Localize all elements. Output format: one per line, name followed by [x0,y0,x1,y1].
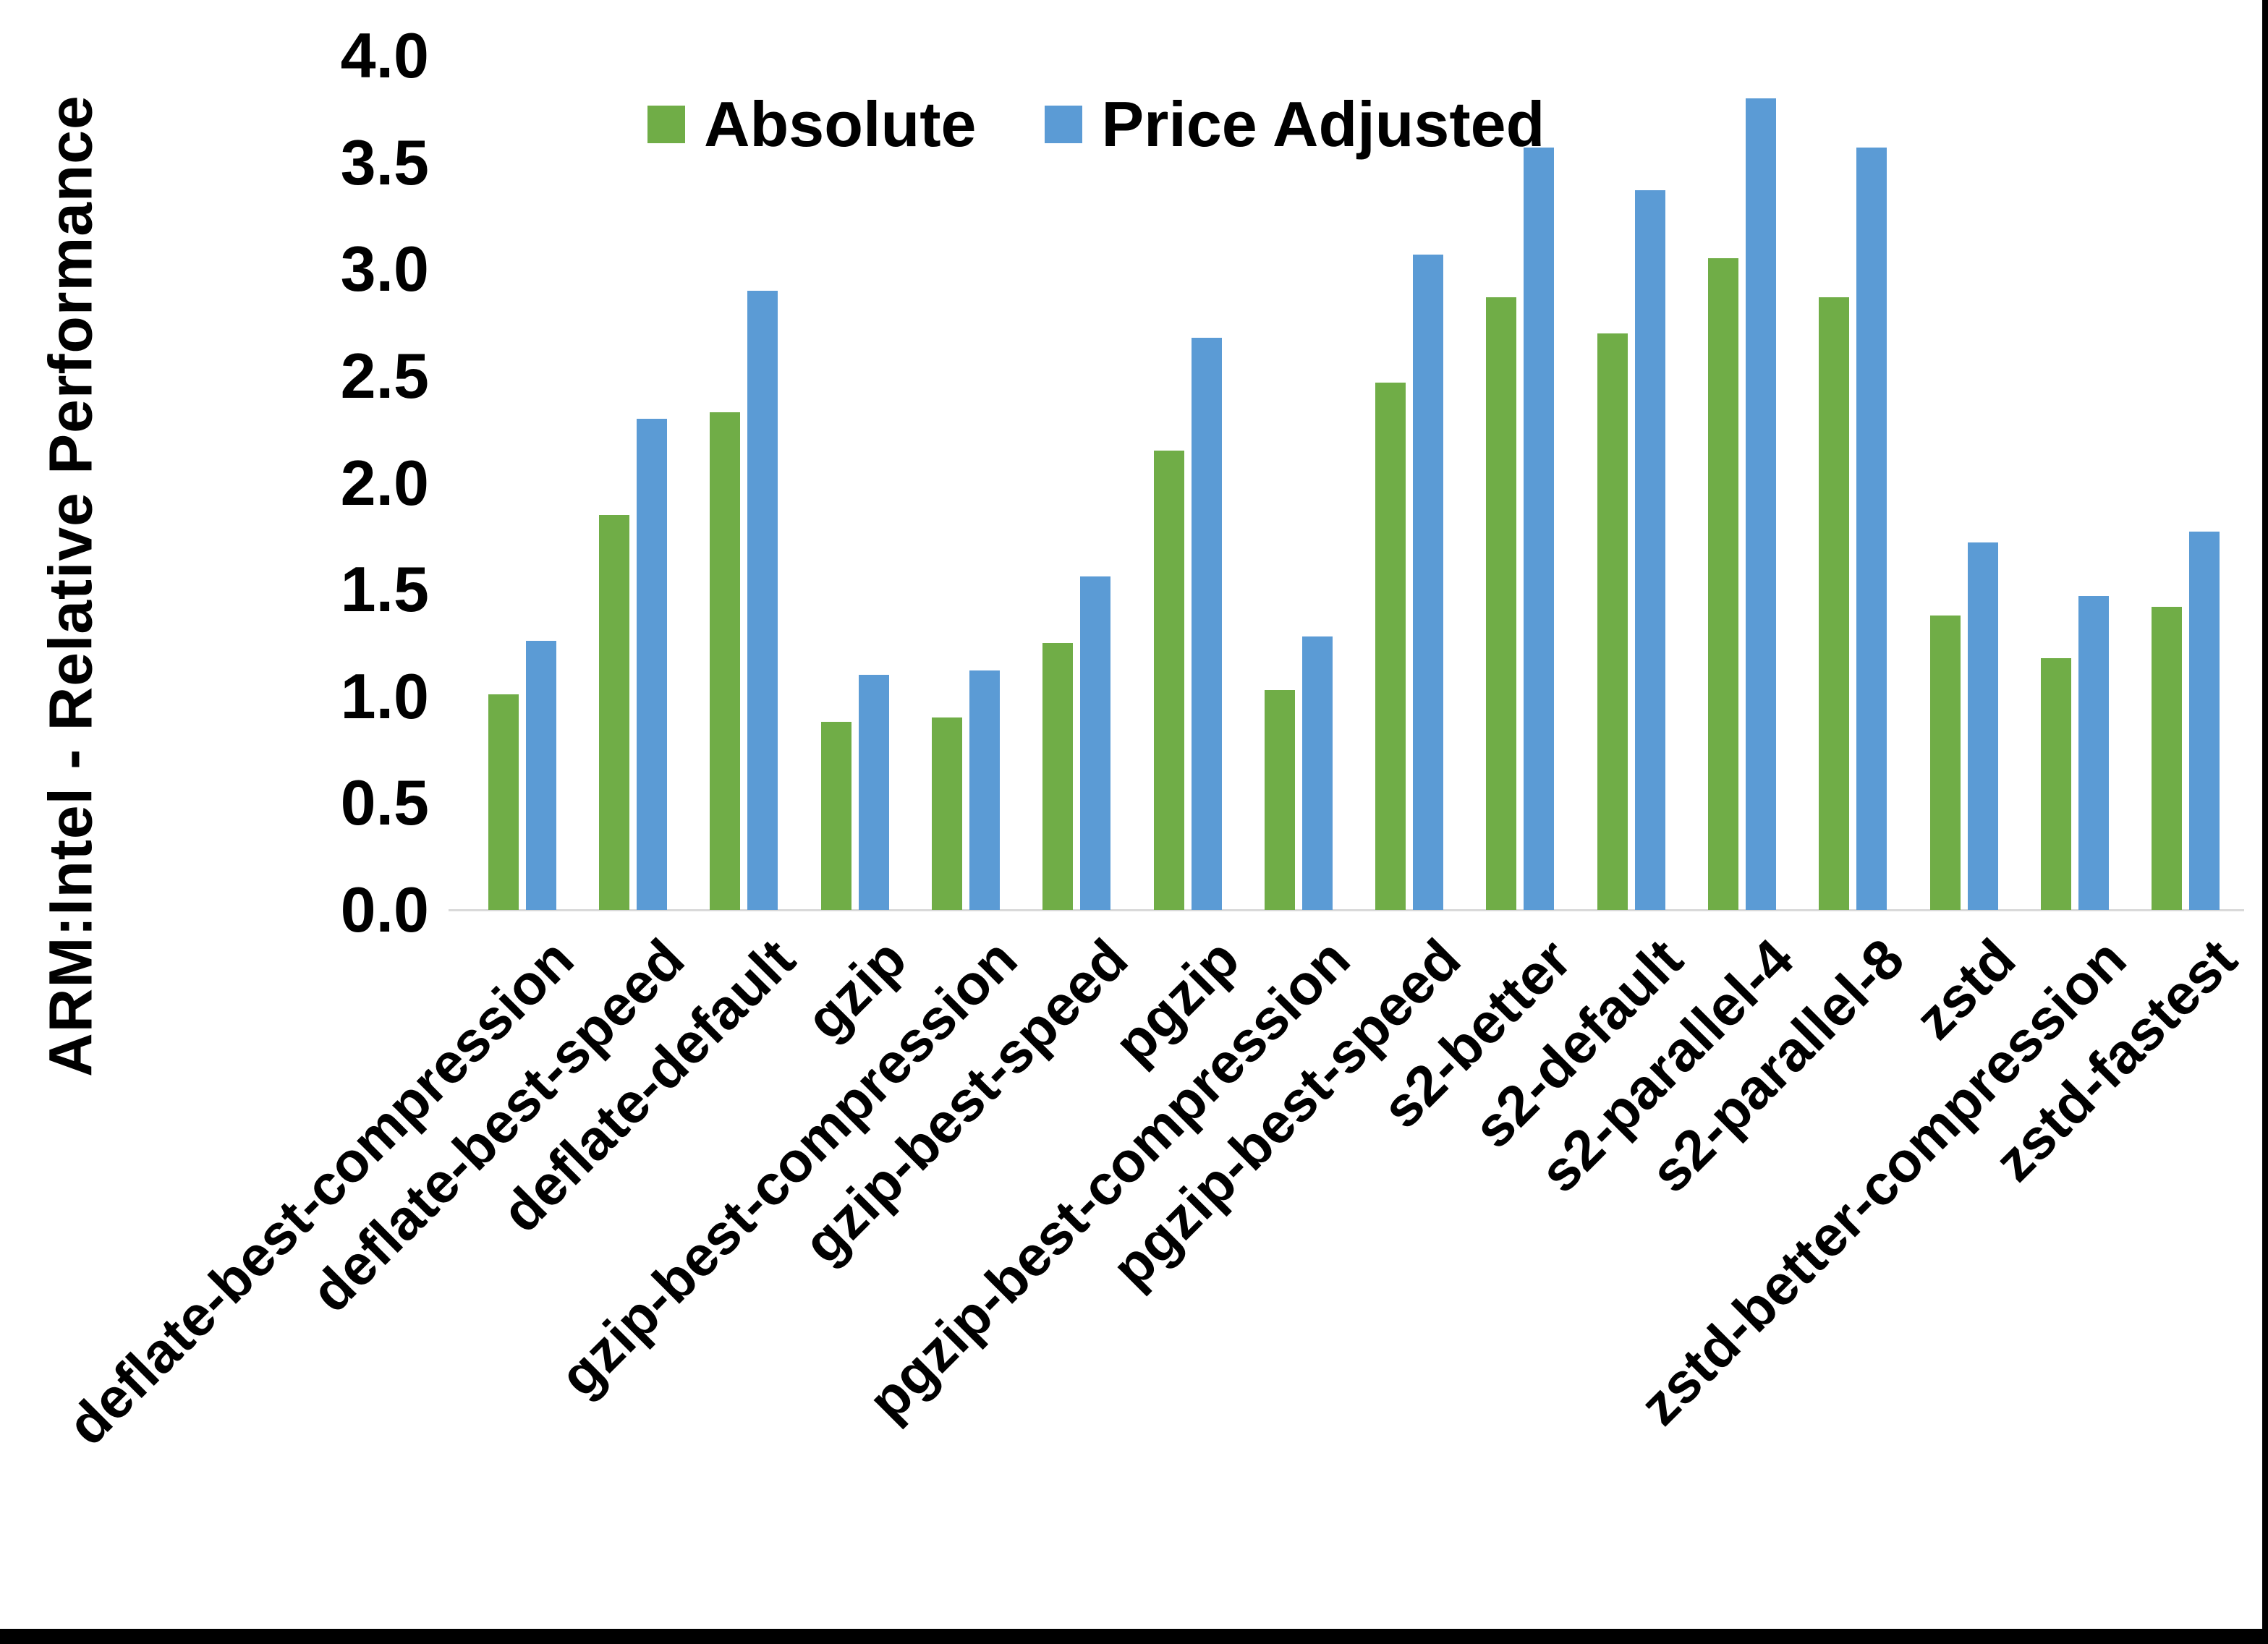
legend-item-price-adjusted: Price Adjusted [1045,93,1545,156]
absolute-bar-deflate-best-compression [488,694,519,910]
price-adjusted-bar-gzip-best-speed [1080,576,1110,910]
price-adjusted-bar-s2-parallel-4 [1746,98,1776,910]
y-axis-tick-label: 2.5 [340,339,429,412]
price-adjusted-bar-deflate-best-speed [637,419,667,910]
x-axis-line [449,909,2244,911]
price-adjusted-bar-pgzip-best-compression [1302,636,1333,910]
legend-label-absolute: Absolute [704,88,977,160]
screen-edge-right [2262,0,2268,1644]
absolute-bar-pgzip-best-speed [1375,383,1406,910]
price-adjusted-bar-deflate-default [747,291,778,910]
price-adjusted-bar-pgzip-best-speed [1413,255,1443,910]
absolute-bar-s2-parallel-8 [1819,297,1849,910]
legend-label-price-adjusted: Price Adjusted [1101,88,1545,160]
price-adjusted-bar-zstd-better-compression [2078,596,2109,910]
absolute-bar-pgzip [1154,451,1184,910]
price-adjusted-bar-gzip-best-compression [969,670,1000,910]
price-adjusted-bar-deflate-best-compression [526,641,556,910]
price-adjusted-bar-s2-default [1635,190,1665,910]
absolute-bar-s2-better [1486,297,1516,910]
y-axis-tick-label: 2.0 [340,446,429,519]
absolute-bar-zstd-better-compression [2041,658,2071,910]
absolute-bar-zstd [1930,616,1961,910]
absolute-bar-pgzip-best-compression [1265,690,1295,910]
absolute-bar-deflate-default [710,412,740,910]
price-adjusted-bar-zstd [1968,542,1998,910]
y-axis-tick-label: 3.5 [340,126,429,198]
price-adjusted-bar-s2-parallel-8 [1856,148,1887,910]
y-axis-tick-label: 4.0 [340,20,429,91]
y-axis-tick-label: 1.5 [340,553,429,626]
screen-edge-bottom [0,1629,2268,1644]
price-adjusted-bar-zstd-fastest [2189,532,2220,910]
legend-swatch-absolute [647,106,685,143]
price-adjusted-bar-gzip [859,675,889,910]
absolute-bar-gzip-best-compression [932,717,962,910]
legend-item-absolute: Absolute [647,93,976,156]
y-axis-tick-label: 0.0 [340,874,429,945]
y-axis-tick-label: 3.0 [340,233,429,305]
absolute-bar-s2-default [1597,333,1628,910]
absolute-bar-zstd-fastest [2152,607,2182,910]
absolute-bar-gzip [821,722,851,910]
absolute-bar-gzip-best-speed [1042,643,1073,910]
legend: Absolute Price Adjusted [647,93,1545,156]
y-axis-tick-label: 0.5 [340,767,429,839]
y-axis-tick-label: 1.0 [340,660,429,732]
price-adjusted-bar-s2-better [1524,148,1554,910]
absolute-bar-s2-parallel-4 [1708,258,1738,910]
legend-swatch-price-adjusted [1045,106,1083,143]
price-adjusted-bar-pgzip [1192,338,1222,910]
absolute-bar-deflate-best-speed [599,515,629,910]
